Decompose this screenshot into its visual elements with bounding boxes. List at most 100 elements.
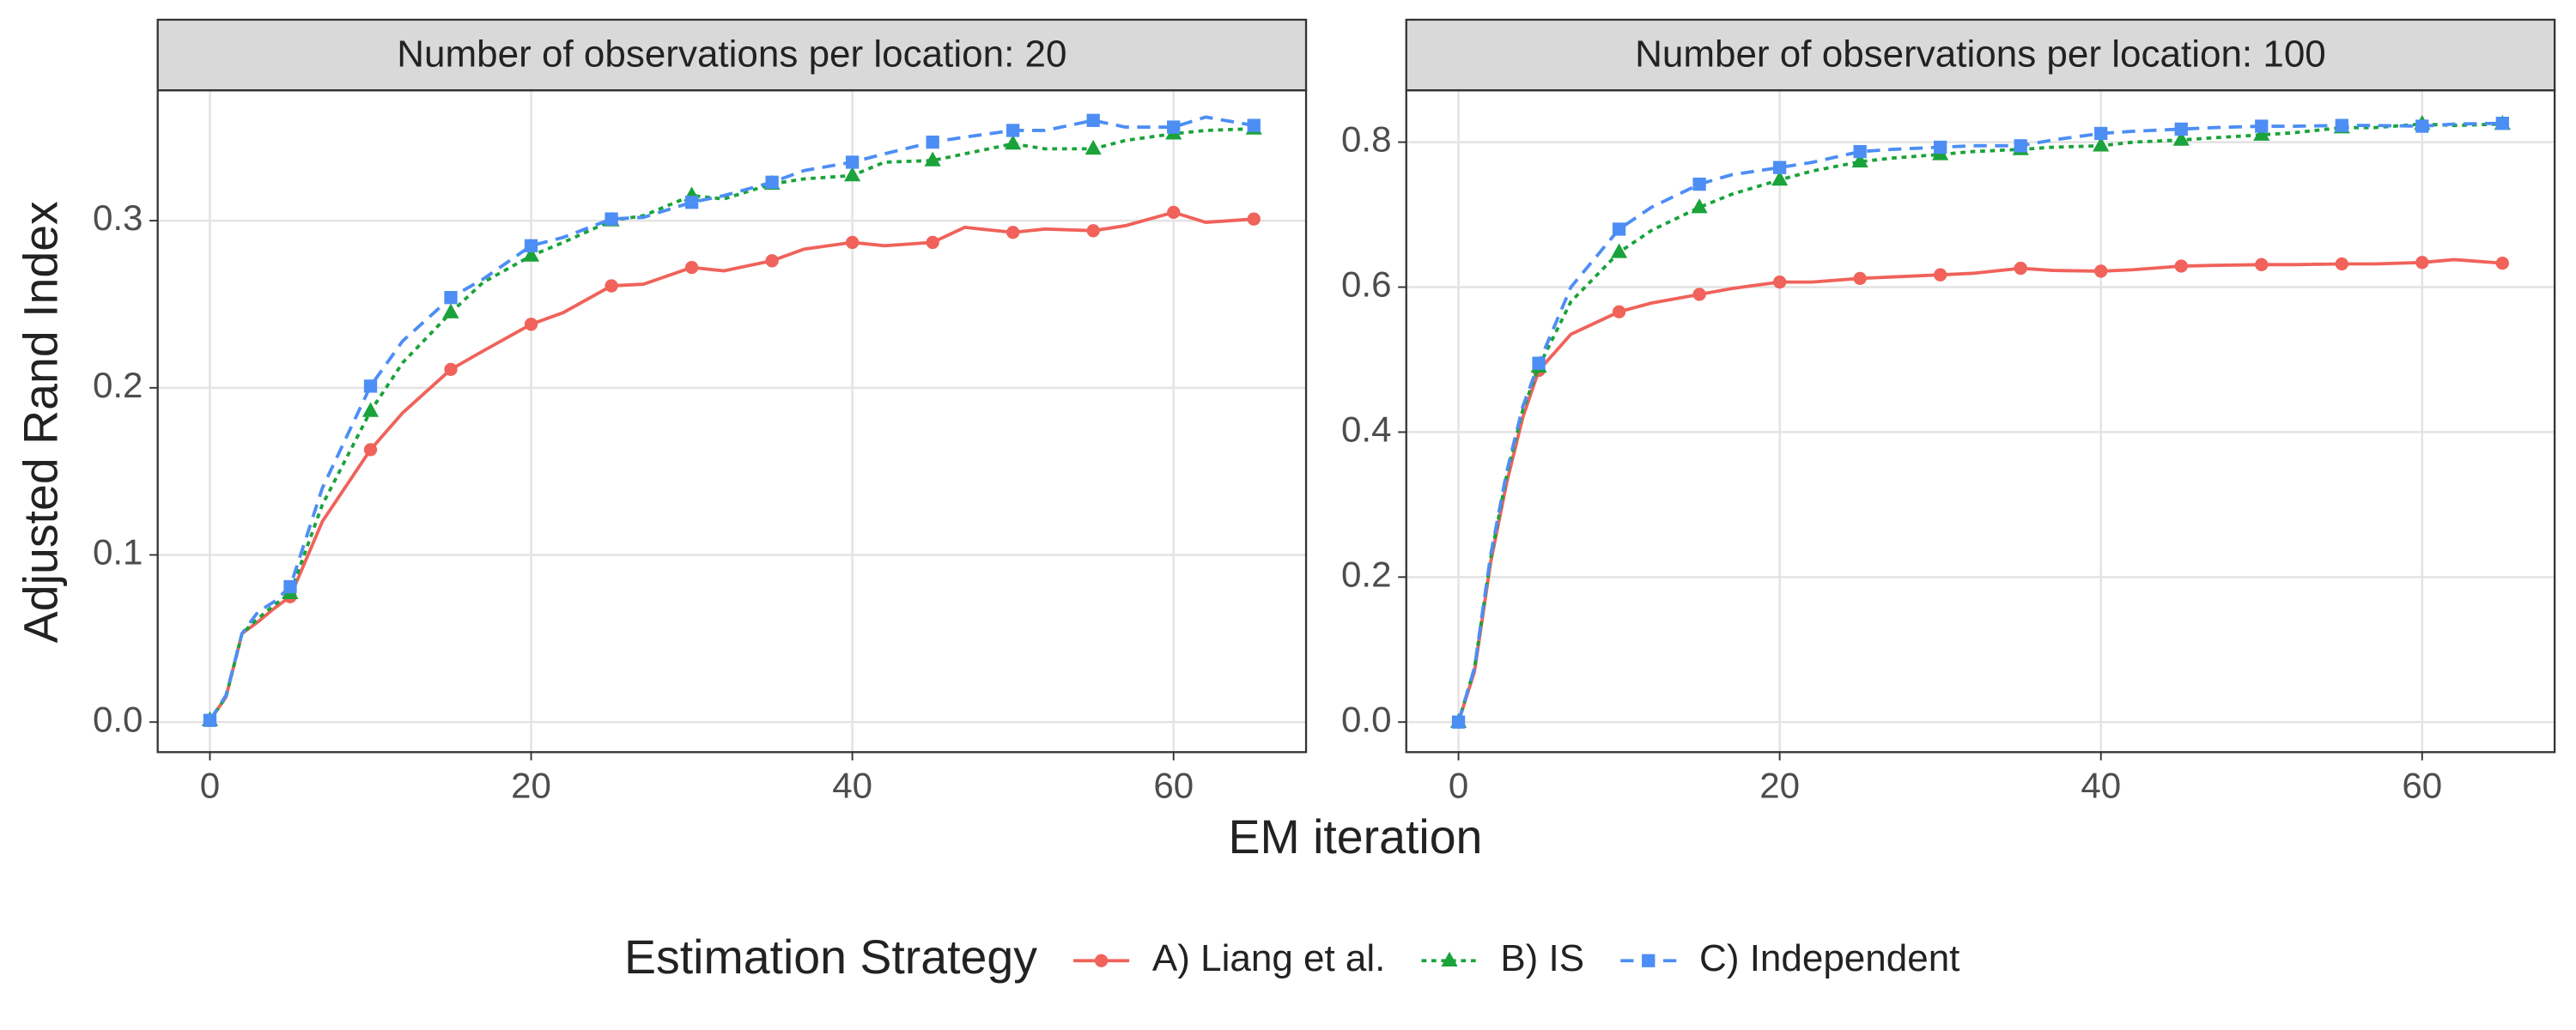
marker — [924, 151, 941, 167]
legend-label: A) Liang et al. — [1152, 937, 1386, 979]
marker — [1934, 140, 1947, 154]
legend-marker — [1094, 954, 1109, 967]
y-tick-label: 0.3 — [93, 197, 143, 238]
legend-label: C) Independent — [1699, 937, 1959, 979]
marker — [2255, 119, 2269, 133]
legend-marker — [1642, 954, 1656, 967]
x-axis-label: EM iteration — [1228, 810, 1482, 863]
marker — [363, 379, 378, 393]
x-tick-label: 60 — [2402, 765, 2442, 805]
marker — [1771, 171, 1789, 186]
x-tick-label: 0 — [1449, 765, 1468, 805]
marker — [845, 235, 860, 250]
marker — [1167, 120, 1181, 134]
marker — [765, 254, 779, 268]
marker — [2415, 119, 2429, 133]
y-tick-label: 0.0 — [1341, 699, 1392, 739]
x-tick-label: 40 — [832, 765, 872, 805]
marker — [2172, 130, 2190, 146]
y-tick-label: 0.0 — [93, 699, 143, 739]
marker — [2335, 118, 2348, 132]
x-tick-label: 60 — [1153, 765, 1194, 805]
x-tick-label: 20 — [1759, 765, 1800, 805]
marker — [2335, 257, 2348, 271]
y-tick-label: 0.2 — [93, 365, 143, 405]
marker — [1086, 113, 1100, 127]
marker — [524, 239, 538, 252]
panel-title: Number of observations per location: 20 — [397, 33, 1066, 76]
marker — [1167, 205, 1181, 220]
marker — [1005, 135, 1022, 150]
marker — [444, 291, 458, 305]
marker — [1692, 177, 1706, 191]
marker — [926, 135, 939, 149]
marker — [2253, 125, 2270, 141]
legend-title: Estimation Strategy — [624, 930, 1037, 984]
marker — [1611, 243, 1628, 258]
plot-background — [157, 90, 1307, 753]
y-tick-label: 0.1 — [93, 532, 143, 573]
plot-border — [1405, 89, 2556, 754]
marker — [1772, 161, 1787, 174]
y-tick-label: 0.2 — [1341, 554, 1392, 594]
marker — [1006, 124, 1020, 137]
marker — [444, 362, 458, 377]
marker — [844, 167, 861, 182]
marker — [2415, 256, 2429, 270]
marker — [1086, 224, 1100, 238]
marker — [2495, 256, 2509, 270]
marker — [605, 212, 618, 226]
x-tick-label: 40 — [2081, 765, 2121, 805]
marker — [1612, 305, 1626, 318]
y-tick-label: 0.8 — [1341, 119, 1392, 160]
marker — [1934, 268, 1947, 282]
marker — [1851, 152, 1868, 168]
plot-border — [156, 89, 1308, 754]
marker — [2014, 139, 2027, 153]
marker — [1247, 118, 1261, 132]
marker — [2093, 136, 2110, 152]
marker — [2094, 126, 2108, 141]
marker — [1692, 288, 1706, 301]
marker — [2255, 258, 2269, 271]
marker — [522, 246, 540, 262]
marker — [2094, 264, 2108, 278]
marker — [845, 155, 860, 169]
y-tick-label: 0.6 — [1341, 264, 1392, 305]
marker — [1006, 226, 1020, 239]
marker — [684, 196, 699, 209]
marker — [524, 318, 538, 331]
marker — [1084, 139, 1102, 155]
marker — [2174, 259, 2188, 273]
marker — [765, 175, 779, 189]
marker — [361, 402, 380, 417]
marker — [363, 443, 378, 457]
legend-label: B) IS — [1500, 937, 1584, 979]
marker — [1691, 198, 1708, 214]
legend-marker — [1441, 951, 1458, 966]
x-tick-label: 20 — [511, 765, 551, 805]
marker — [1853, 271, 1867, 286]
plot-background — [1406, 90, 2555, 753]
marker — [1772, 275, 1787, 289]
marker — [203, 713, 217, 727]
marker — [1612, 222, 1626, 236]
strip — [1405, 18, 2556, 92]
y-tick-label: 0.4 — [1341, 409, 1392, 450]
y-axis-label: Adjusted Rand Index — [14, 201, 67, 643]
series-line — [208, 127, 1255, 722]
marker — [442, 303, 459, 318]
series-line — [1456, 122, 2503, 723]
x-tick-label: 0 — [200, 765, 220, 805]
marker — [605, 279, 618, 293]
marker — [2174, 122, 2188, 136]
marker — [926, 235, 939, 250]
marker — [1532, 356, 1546, 370]
marker — [283, 579, 297, 594]
marker — [1247, 212, 1261, 226]
marker — [1451, 715, 1466, 729]
marker — [2014, 261, 2027, 276]
marker — [684, 260, 699, 275]
series-line — [1456, 121, 2503, 723]
